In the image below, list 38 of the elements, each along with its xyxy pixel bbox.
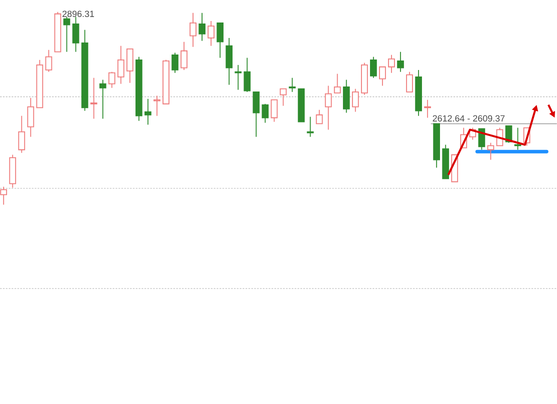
- candlestick: [334, 73, 341, 94]
- candlestick: [342, 79, 350, 114]
- candlestick: [324, 85, 332, 130]
- candlestick: [18, 115, 26, 154]
- candlestick: [370, 56, 377, 78]
- candlestick: [244, 57, 251, 92]
- candlestick: [180, 41, 188, 70]
- candlestick: [397, 51, 404, 72]
- annotation: 2612.64 - 2609.37: [432, 115, 505, 122]
- candlestick: [270, 99, 278, 122]
- candlestick: [388, 54, 395, 74]
- candlestick: [99, 79, 106, 119]
- candlestick: [172, 52, 178, 74]
- candlestick: [126, 48, 134, 84]
- candlestick: [198, 12, 206, 42]
- candlestick: [262, 103, 269, 124]
- candlestick: [27, 97, 34, 138]
- candlestick: [216, 22, 224, 58]
- candlestick: [252, 91, 260, 138]
- candlestick: [280, 88, 287, 106]
- candlestick: [90, 77, 98, 119]
- annotation: 2896.31: [62, 10, 94, 17]
- candlestick: [45, 49, 52, 72]
- candlestick: [352, 88, 359, 112]
- candlestick: [379, 66, 386, 86]
- candlestick: [234, 64, 242, 90]
- candlestick: [72, 16, 80, 52]
- candlestick: [288, 77, 296, 92]
- candlestick: [117, 45, 124, 84]
- candlestick: [0, 186, 8, 205]
- candlestick: [316, 109, 323, 124]
- candlestick: [190, 12, 196, 48]
- candlestick: [226, 37, 233, 86]
- candlestick: [144, 98, 152, 125]
- candlestick: [208, 20, 215, 46]
- candlestick: [108, 71, 116, 88]
- candlestick: [63, 16, 70, 52]
- candlestick: [406, 71, 413, 92]
